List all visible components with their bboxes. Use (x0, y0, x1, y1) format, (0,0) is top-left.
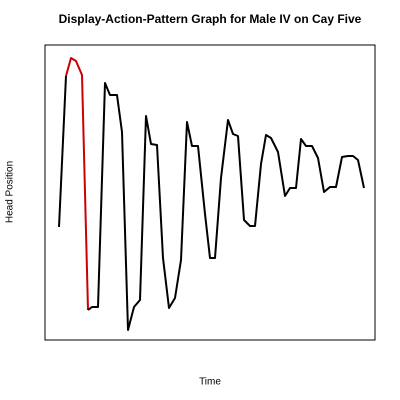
data-line (65, 57, 89, 311)
data-line (58, 75, 67, 228)
chart-title: Display-Action-Pattern Graph for Male IV… (59, 12, 362, 26)
plot-frame (44, 44, 376, 341)
y-axis-label: Head Position (5, 161, 16, 223)
data-line (87, 82, 365, 331)
x-axis-label: Time (199, 377, 221, 388)
